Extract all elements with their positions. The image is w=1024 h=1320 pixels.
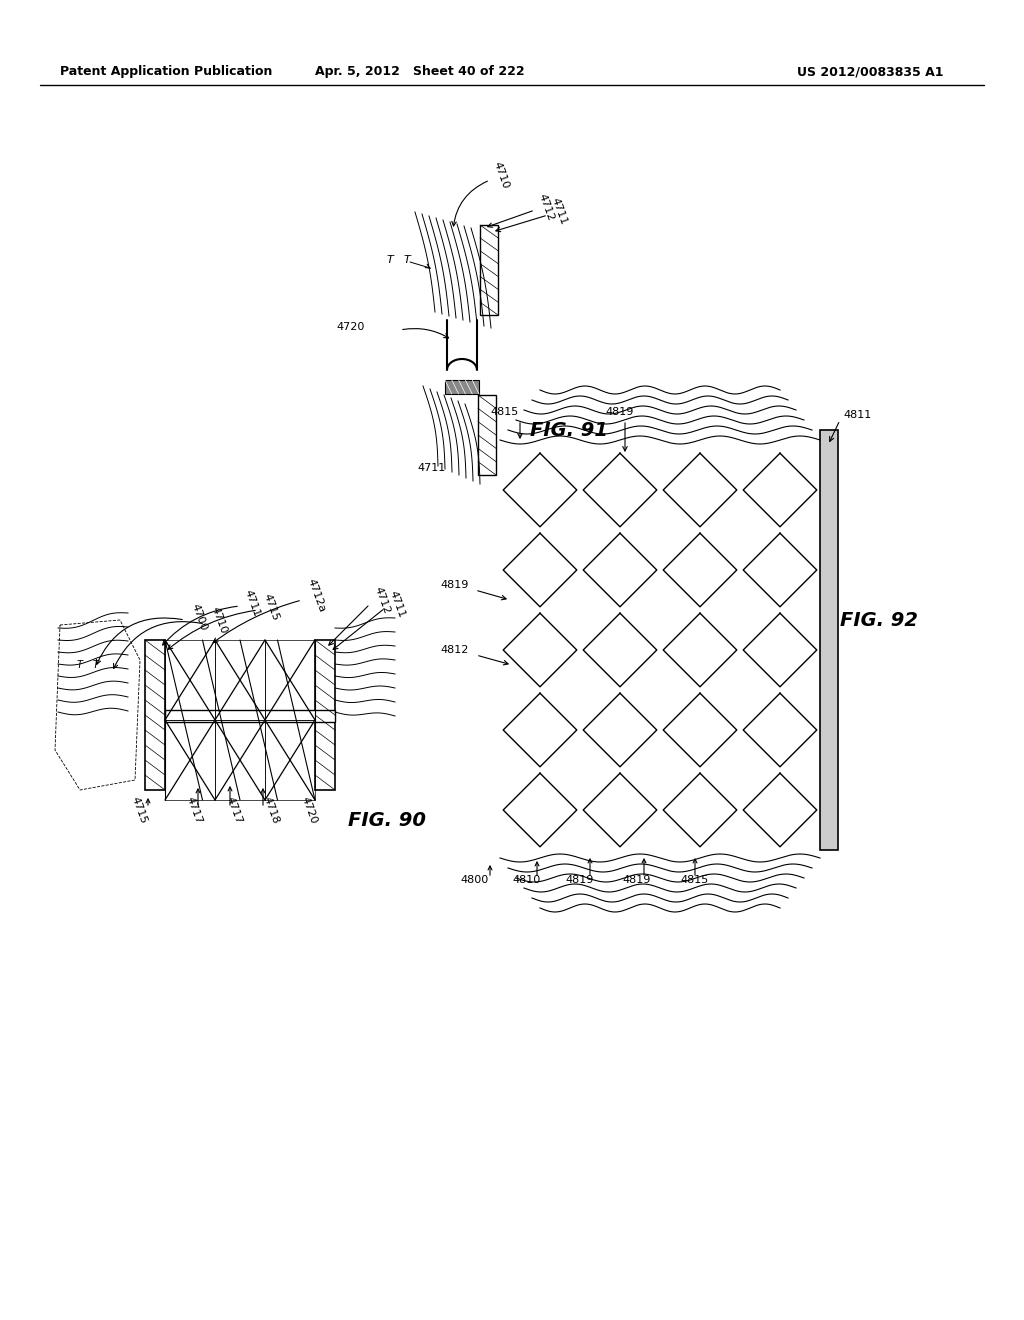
Bar [145, 640, 165, 789]
Text: 4712: 4712 [537, 191, 556, 222]
Text: 4712: 4712 [373, 585, 392, 615]
Bar [445, 380, 479, 393]
Text: T: T [403, 255, 411, 265]
Text: 4712a: 4712a [306, 578, 328, 614]
Text: 4710: 4710 [210, 605, 229, 635]
Text: 4812: 4812 [440, 645, 468, 655]
Text: 4819: 4819 [622, 875, 650, 884]
Text: Apr. 5, 2012   Sheet 40 of 222: Apr. 5, 2012 Sheet 40 of 222 [315, 66, 525, 78]
Text: 4700: 4700 [190, 602, 209, 632]
Text: 4810: 4810 [512, 875, 541, 884]
Text: US 2012/0083835 A1: US 2012/0083835 A1 [797, 66, 943, 78]
Bar [820, 430, 838, 850]
Text: 4710: 4710 [492, 160, 511, 190]
Text: 4800: 4800 [460, 875, 488, 884]
Text: 4711: 4711 [418, 463, 446, 473]
Text: 4711: 4711 [550, 195, 569, 226]
Text: 4715: 4715 [130, 795, 150, 825]
Text: 4720: 4720 [300, 795, 319, 825]
Text: 4720: 4720 [337, 322, 365, 333]
Text: 4711: 4711 [388, 589, 408, 619]
Text: 4718: 4718 [262, 795, 282, 825]
Text: 4717: 4717 [225, 795, 244, 825]
Text: 4717: 4717 [185, 795, 204, 825]
Bar [480, 224, 498, 315]
Bar [478, 395, 496, 475]
Text: FIG. 91: FIG. 91 [530, 421, 608, 440]
Text: T: T [77, 660, 83, 671]
Text: 4711: 4711 [243, 587, 262, 618]
Text: Patent Application Publication: Patent Application Publication [60, 66, 272, 78]
Text: FIG. 90: FIG. 90 [348, 810, 426, 829]
Text: 4715: 4715 [262, 591, 281, 622]
Text: 4819: 4819 [605, 407, 634, 417]
Text: T: T [387, 255, 393, 265]
Text: 4819: 4819 [440, 579, 468, 590]
Text: 4815: 4815 [680, 875, 709, 884]
Text: FIG. 92: FIG. 92 [840, 610, 918, 630]
Text: T: T [93, 660, 99, 671]
Bar [315, 640, 335, 789]
Text: 4811: 4811 [843, 411, 871, 420]
Text: 4815: 4815 [490, 407, 518, 417]
Bar [165, 710, 335, 722]
Text: 4819: 4819 [565, 875, 593, 884]
